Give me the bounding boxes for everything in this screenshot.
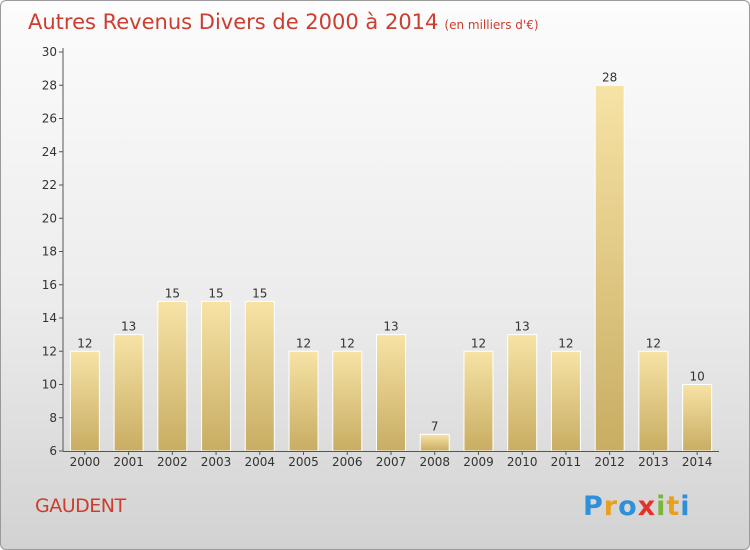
x-tick-label: 2008 <box>419 455 450 469</box>
x-tick-label: 2000 <box>70 455 101 469</box>
bar-2000 <box>69 350 100 452</box>
logo-letter: o <box>618 491 638 522</box>
bar-value-label: 15 <box>252 286 267 300</box>
x-tick-label: 2007 <box>376 455 407 469</box>
y-tick-label: 16 <box>42 278 57 292</box>
x-tick-label: 2009 <box>463 455 494 469</box>
bar-2009 <box>463 350 494 452</box>
bar-2014 <box>682 384 713 452</box>
y-tick-label: 26 <box>42 112 57 126</box>
proxiti-logo: Proxiti <box>583 491 691 522</box>
bar-value-label: 12 <box>646 336 661 350</box>
bar-value-label: 28 <box>602 70 617 84</box>
y-tick-label: 6 <box>49 444 57 458</box>
y-tick-label: 18 <box>42 245 57 259</box>
x-tick-label: 2005 <box>288 455 319 469</box>
bar-2013 <box>638 350 669 452</box>
logo-letter: i <box>680 491 691 522</box>
logo-letter: x <box>637 491 657 522</box>
logo-letter: P <box>583 491 604 522</box>
bar-value-label: 13 <box>515 320 530 334</box>
chart-title-block: Autres Revenus Divers de 2000 à 2014 (en … <box>28 10 539 34</box>
x-tick-label: 2001 <box>113 455 144 469</box>
bar-value-label: 10 <box>689 370 704 384</box>
bar-value-label: 15 <box>165 286 180 300</box>
y-tick-label: 14 <box>42 311 57 325</box>
chart-subtitle: (en milliers d'€) <box>444 18 539 32</box>
x-tick-label: 2006 <box>332 455 363 469</box>
x-tick-label: 2014 <box>682 455 713 469</box>
bar-2004 <box>244 300 275 452</box>
x-tick-label: 2012 <box>594 455 625 469</box>
bar-value-label: 15 <box>208 286 223 300</box>
y-tick-label: 28 <box>42 78 57 92</box>
bar-value-label: 12 <box>77 336 92 350</box>
bar-2006 <box>332 350 363 452</box>
y-tick-label: 30 <box>42 45 57 59</box>
bar-2001 <box>113 334 144 452</box>
bar-value-label: 12 <box>340 336 355 350</box>
bar-2003 <box>201 300 232 452</box>
bar-value-label: 7 <box>431 419 439 433</box>
x-tick-label: 2010 <box>507 455 538 469</box>
y-tick-label: 24 <box>42 145 57 159</box>
y-tick-label: 12 <box>42 344 57 358</box>
x-tick-label: 2013 <box>638 455 669 469</box>
y-tick-label: 22 <box>42 178 57 192</box>
bar-2005 <box>288 350 319 452</box>
x-tick-label: 2003 <box>201 455 232 469</box>
x-tick-label: 2004 <box>245 455 276 469</box>
x-tick-label: 2002 <box>157 455 188 469</box>
y-tick-label: 8 <box>49 411 57 425</box>
bar-2007 <box>376 334 406 452</box>
y-tick-label: 20 <box>42 211 57 225</box>
logo-letter: i <box>656 491 667 522</box>
bar-value-label: 13 <box>121 320 136 334</box>
bar-2010 <box>507 334 538 452</box>
bar-value-label: 12 <box>296 336 311 350</box>
bar-value-label: 12 <box>558 336 573 350</box>
x-tick-label: 2011 <box>551 455 582 469</box>
bar-value-label: 12 <box>471 336 486 350</box>
bar-value-label: 13 <box>383 320 398 334</box>
bar-2011 <box>550 350 581 452</box>
commune-name: GAUDENT <box>35 495 126 517</box>
bar-2002 <box>157 300 188 452</box>
logo-letter: r <box>603 491 619 522</box>
bar-2008 <box>419 433 450 452</box>
logo-letter: t <box>666 491 681 522</box>
chart-title: Autres Revenus Divers de 2000 à 2014 <box>28 10 439 34</box>
bar-2012 <box>594 84 625 452</box>
y-tick-label: 10 <box>42 378 57 392</box>
